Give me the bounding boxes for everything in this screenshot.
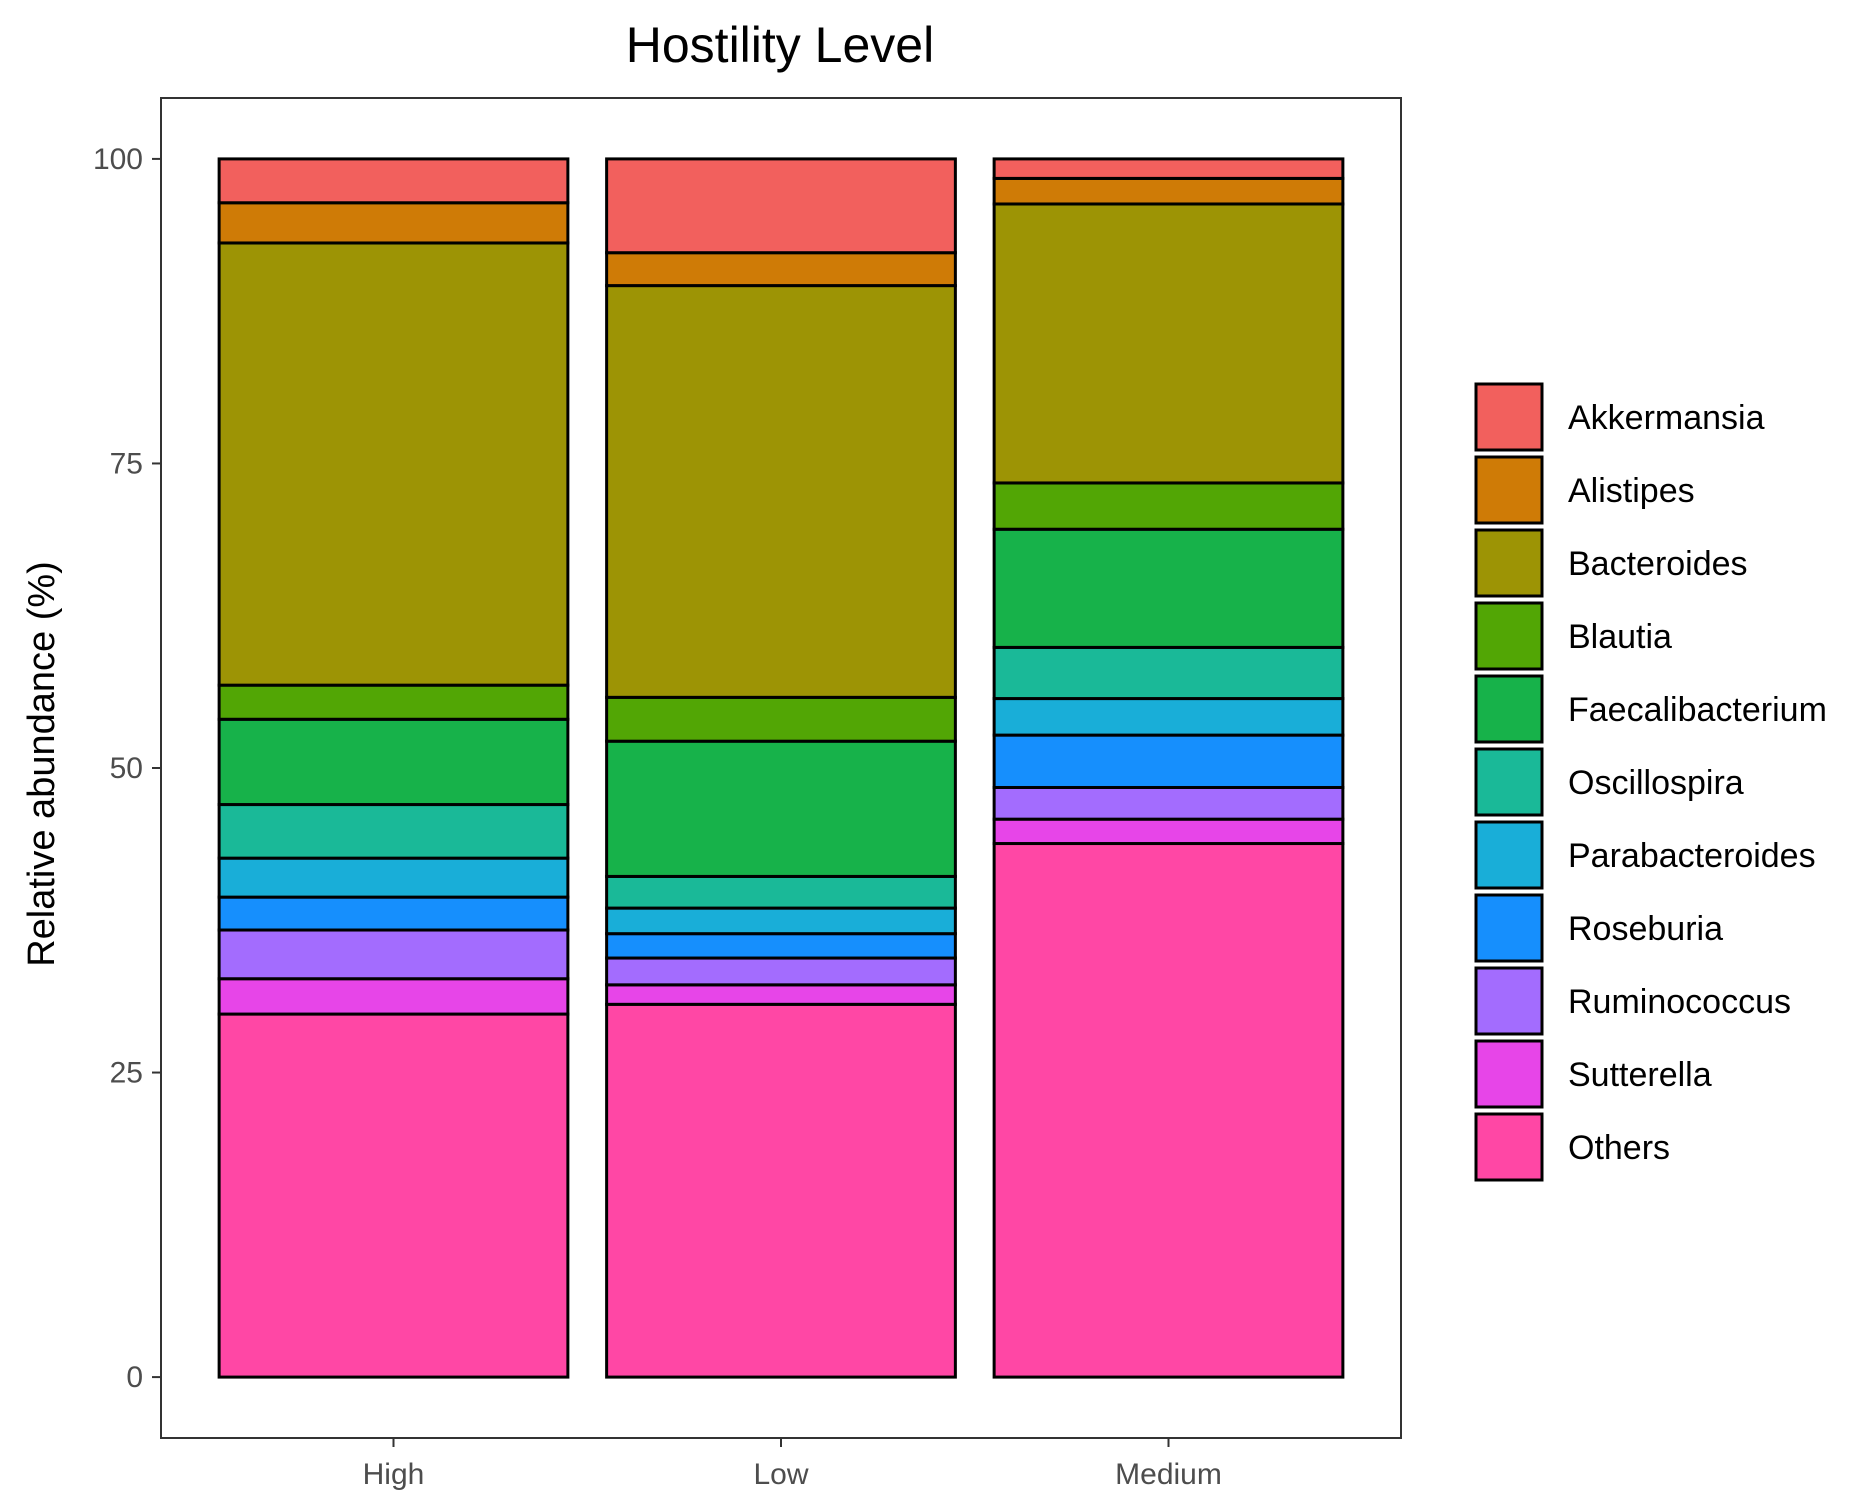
legend-label-others: Others [1568, 1129, 1670, 1167]
bar-segment-low-parabacteroides [605, 906, 957, 936]
y-tick-label: 25 [110, 1057, 143, 1090]
legend-key-roseburia [1474, 893, 1544, 963]
legend-label-oscillospira: Oscillospira [1568, 764, 1744, 802]
legend-key-bacteroides [1474, 528, 1544, 598]
legend-item-alistipes: Alistipes [1474, 455, 1695, 525]
bar-segment-high-parabacteroides [217, 856, 570, 899]
bar-segment-medium-oscillospira [992, 645, 1345, 701]
bar-segment-high-roseburia [217, 895, 570, 932]
bar-segment-low-oscillospira [605, 874, 957, 910]
legend-label-blautia: Blautia [1568, 618, 1672, 656]
legend-item-ruminococcus: Ruminococcus [1474, 966, 1791, 1036]
bar-segment-high-blautia [217, 683, 570, 721]
bar-segment-medium-ruminococcus [992, 785, 1345, 821]
bar-segment-high-alistipes [217, 201, 570, 245]
y-tick-label: 100 [93, 143, 143, 176]
x-tick-label: High [363, 1458, 425, 1491]
legend: Akkermansia Alistipes Bacteroides Blautia Fa… [1474, 382, 1827, 1182]
bar-segment-medium-others [992, 842, 1345, 1379]
bar-segment-high-akkermansia [217, 157, 570, 205]
bar-segment-medium-parabacteroides [992, 697, 1345, 737]
legend-item-parabacteroides: Parabacteroides [1474, 820, 1816, 890]
legend-key-akkermansia [1474, 382, 1544, 452]
legend-label-alistipes: Alistipes [1568, 472, 1695, 510]
bar-segment-medium-alistipes [992, 176, 1345, 206]
bar-segment-medium-bacteroides [992, 202, 1345, 485]
bar-segment-low-ruminococcus [605, 956, 957, 987]
bar-segment-low-roseburia [605, 932, 957, 960]
legend-key-parabacteroides [1474, 820, 1544, 890]
legend-item-oscillospira: Oscillospira [1474, 747, 1744, 817]
bar-segment-low-faecalibacterium [605, 739, 957, 878]
bar-segment-low-blautia [605, 695, 957, 743]
legend-key-faecalibacterium [1474, 674, 1544, 744]
bar-segment-medium-akkermansia [992, 157, 1345, 180]
bars-layer [217, 157, 1345, 1379]
chart-title: Hostility Level [626, 17, 934, 73]
bar-segment-low-bacteroides [605, 284, 957, 699]
legend-key-blautia [1474, 601, 1544, 671]
bar-segment-low-akkermansia [605, 157, 957, 255]
legend-label-parabacteroides: Parabacteroides [1568, 837, 1816, 875]
legend-item-sutterella: Sutterella [1474, 1039, 1712, 1109]
x-axis: High Low Medium [363, 1438, 1222, 1491]
bar-segment-low-others [605, 1002, 957, 1379]
legend-label-faecalibacterium: Faecalibacterium [1568, 691, 1827, 729]
legend-key-others [1474, 1112, 1544, 1182]
bar-segment-low-alistipes [605, 251, 957, 288]
legend-label-roseburia: Roseburia [1568, 910, 1723, 948]
legend-item-faecalibacterium: Faecalibacterium [1474, 674, 1827, 744]
bar-segment-high-ruminococcus [217, 928, 570, 981]
bar-segment-high-bacteroides [217, 241, 570, 687]
legend-item-others: Others [1474, 1112, 1670, 1182]
y-axis: 0 25 50 75 100 [93, 143, 161, 1394]
legend-key-sutterella [1474, 1039, 1544, 1109]
legend-key-ruminococcus [1474, 966, 1544, 1036]
bar-segment-high-others [217, 1012, 570, 1379]
y-axis-title: Relative abundance (%) [21, 561, 63, 967]
legend-item-blautia: Blautia [1474, 601, 1672, 671]
legend-label-sutterella: Sutterella [1568, 1056, 1712, 1094]
x-tick-label: Low [753, 1458, 808, 1491]
legend-item-roseburia: Roseburia [1474, 893, 1723, 963]
y-tick-label: 0 [126, 1361, 143, 1394]
bar-segment-medium-faecalibacterium [992, 527, 1345, 649]
bar-segment-medium-blautia [992, 481, 1345, 531]
legend-key-alistipes [1474, 455, 1544, 525]
legend-item-akkermansia: Akkermansia [1474, 382, 1765, 452]
bar-segment-high-oscillospira [217, 803, 570, 860]
bar-segment-high-faecalibacterium [217, 717, 570, 807]
bar-segment-high-sutterella [217, 977, 570, 1016]
bar-segment-medium-roseburia [992, 733, 1345, 789]
y-tick-label: 75 [110, 447, 143, 480]
bar-segment-low-sutterella [605, 983, 957, 1006]
legend-item-bacteroides: Bacteroides [1474, 528, 1748, 598]
y-tick-label: 50 [110, 752, 143, 785]
bar-segment-medium-sutterella [992, 817, 1345, 846]
legend-label-bacteroides: Bacteroides [1568, 545, 1748, 583]
legend-label-akkermansia: Akkermansia [1568, 399, 1765, 437]
legend-key-oscillospira [1474, 747, 1544, 817]
legend-label-ruminococcus: Ruminococcus [1568, 983, 1791, 1021]
x-tick-label: Medium [1115, 1458, 1222, 1491]
